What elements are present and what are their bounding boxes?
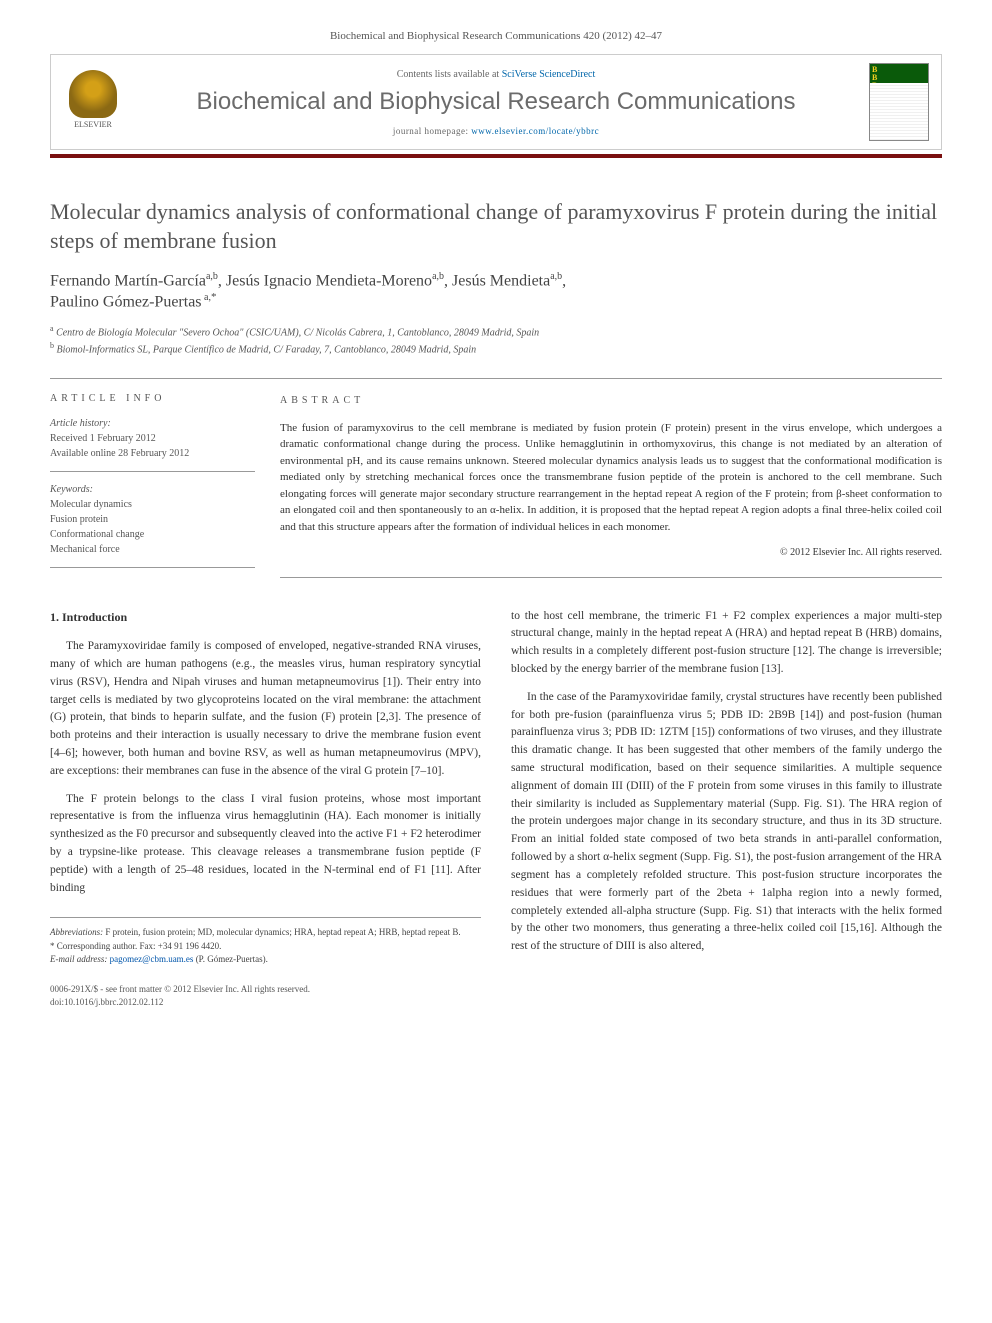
introduction-heading: 1. Introduction	[50, 608, 481, 627]
homepage-prefix: journal homepage:	[393, 126, 471, 136]
history-label: Article history:	[50, 416, 255, 431]
abbrev-text: F protein, fusion protein; MD, molecular…	[103, 927, 460, 937]
article-info-column: ARTICLE INFO Article history: Received 1…	[50, 393, 280, 578]
page-footer: 0006-291X/$ - see front matter © 2012 El…	[50, 983, 942, 1008]
contents-prefix: Contents lists available at	[397, 69, 502, 80]
sciverse-link[interactable]: SciVerse ScienceDirect	[502, 69, 596, 80]
email-address[interactable]: pagomez@cbm.uam.es	[107, 954, 193, 964]
intro-paragraph-2: The F protein belongs to the class I vir…	[50, 791, 481, 898]
journal-cover-thumbnail[interactable]: BBRC	[869, 63, 929, 141]
author-1: Fernando Martín-García	[50, 273, 206, 290]
keyword-1: Molecular dynamics	[50, 497, 255, 512]
red-separator-bar	[50, 154, 942, 158]
corresponding-star-icon: *	[211, 291, 217, 303]
affiliation-b: b Biomol-Informatics SL, Parque Científi…	[50, 340, 942, 357]
article-info-header: ARTICLE INFO	[50, 393, 255, 404]
elsevier-tree-icon	[69, 70, 117, 118]
homepage-link[interactable]: www.elsevier.com/locate/ybbrc	[471, 126, 599, 136]
info-abstract-row: ARTICLE INFO Article history: Received 1…	[50, 378, 942, 578]
article-history-block: Article history: Received 1 February 201…	[50, 416, 255, 472]
corresp-label: * Corresponding author.	[50, 941, 137, 951]
affiliations: a Centro de Biología Molecular "Severo O…	[50, 323, 942, 358]
body-columns: 1. Introduction The Paramyxoviridae fami…	[50, 608, 942, 967]
header-center: Contents lists available at SciVerse Sci…	[123, 69, 869, 136]
article-title: Molecular dynamics analysis of conformat…	[50, 198, 942, 255]
journal-name: Biochemical and Biophysical Research Com…	[138, 88, 854, 116]
cover-body-graphic	[870, 83, 928, 140]
keyword-3: Conformational change	[50, 527, 255, 542]
corresponding-line: * Corresponding author. Fax: +34 91 196 …	[50, 940, 481, 954]
journal-reference: Biochemical and Biophysical Research Com…	[50, 30, 942, 42]
elsevier-label: ELSEVIER	[74, 120, 112, 129]
author-3-sup: a,b	[550, 271, 562, 282]
email-line: E-mail address: pagomez@cbm.uam.es (P. G…	[50, 953, 481, 967]
email-label: E-mail address:	[50, 954, 107, 964]
left-column: 1. Introduction The Paramyxoviridae fami…	[50, 608, 481, 967]
author-2: Jesús Ignacio Mendieta-Moreno	[226, 273, 432, 290]
aff-b-sup: b	[50, 341, 54, 350]
received-date: Received 1 February 2012	[50, 431, 255, 446]
contents-available-line: Contents lists available at SciVerse Sci…	[138, 69, 854, 80]
abstract-text: The fusion of paramyxovirus to the cell …	[280, 420, 942, 536]
abstract-column: ABSTRACT The fusion of paramyxovirus to …	[280, 393, 942, 578]
abstract-header: ABSTRACT	[280, 393, 942, 408]
col2-paragraph-2: In the case of the Paramyxoviridae famil…	[511, 689, 942, 956]
footer-line-1: 0006-291X/$ - see front matter © 2012 El…	[50, 983, 942, 996]
keyword-4: Mechanical force	[50, 542, 255, 557]
aff-a-sup: a	[50, 324, 54, 333]
journal-homepage-line: journal homepage: www.elsevier.com/locat…	[138, 126, 854, 136]
footer-line-2: doi:10.1016/j.bbrc.2012.02.112	[50, 996, 942, 1009]
journal-header-box: ELSEVIER Contents lists available at Sci…	[50, 54, 942, 150]
authors-line: Fernando Martín-Garcíaa,b, Jesús Ignacio…	[50, 271, 942, 311]
author-4-sup: a,	[202, 292, 211, 303]
keywords-label: Keywords:	[50, 482, 255, 497]
right-column: to the host cell membrane, the trimeric …	[511, 608, 942, 967]
aff-a-text: Centro de Biología Molecular "Severo Och…	[56, 327, 539, 338]
aff-b-text: Biomol-Informatics SL, Parque Científico…	[57, 345, 477, 356]
email-suffix: (P. Gómez-Puertas).	[193, 954, 267, 964]
keyword-2: Fusion protein	[50, 512, 255, 527]
online-date: Available online 28 February 2012	[50, 446, 255, 461]
author-1-sup: a,b	[206, 271, 218, 282]
keywords-block: Keywords: Molecular dynamics Fusion prot…	[50, 482, 255, 568]
author-4: Paulino Gómez-Puertas	[50, 293, 202, 310]
col2-paragraph-1: to the host cell membrane, the trimeric …	[511, 608, 942, 679]
affiliation-a: a Centro de Biología Molecular "Severo O…	[50, 323, 942, 340]
author-2-sup: a,b	[432, 271, 444, 282]
abstract-copyright: © 2012 Elsevier Inc. All rights reserved…	[280, 545, 942, 560]
author-3: Jesús Mendieta	[452, 273, 550, 290]
footnotes: Abbreviations: F protein, fusion protein…	[50, 917, 481, 967]
intro-paragraph-1: The Paramyxoviridae family is composed o…	[50, 638, 481, 781]
elsevier-logo[interactable]: ELSEVIER	[63, 70, 123, 135]
abbrev-label: Abbreviations:	[50, 927, 103, 937]
abbreviations-line: Abbreviations: F protein, fusion protein…	[50, 926, 481, 940]
corresp-text: Fax: +34 91 196 4420.	[137, 941, 221, 951]
